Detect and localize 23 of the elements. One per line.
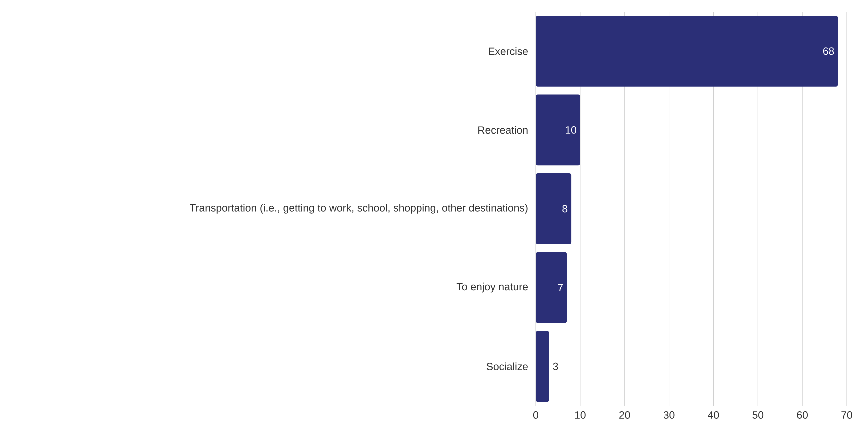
x-tick-label: 40	[708, 412, 720, 419]
x-tick-label: 50	[752, 412, 764, 419]
y-tick-label: Recreation	[478, 126, 528, 134]
x-tick-label: 70	[842, 412, 852, 419]
bar	[536, 94, 580, 166]
bar	[536, 252, 568, 324]
x-tick-label: 20	[620, 412, 630, 419]
data-label: 7	[558, 284, 564, 292]
y-tick-label: Transportation (i.e., getting to work, school, shopping, other destinations)	[190, 204, 528, 214]
bar	[536, 16, 838, 87]
x-tick-label: 0	[533, 412, 539, 419]
bar	[536, 331, 550, 402]
data-label: 10	[566, 126, 576, 134]
x-tick-label: 10	[575, 412, 586, 419]
x-tick-label: 60	[797, 412, 808, 419]
data-label: 3	[553, 362, 558, 370]
data-label: 68	[823, 48, 834, 56]
y-tick-label: To enjoy nature	[456, 282, 528, 293]
data-label: 8	[562, 205, 568, 213]
y-tick-label: Exercise	[489, 48, 528, 56]
bar	[536, 174, 572, 244]
x-tick-label: 30	[664, 412, 675, 419]
y-tick-label: Socialize	[486, 362, 528, 370]
